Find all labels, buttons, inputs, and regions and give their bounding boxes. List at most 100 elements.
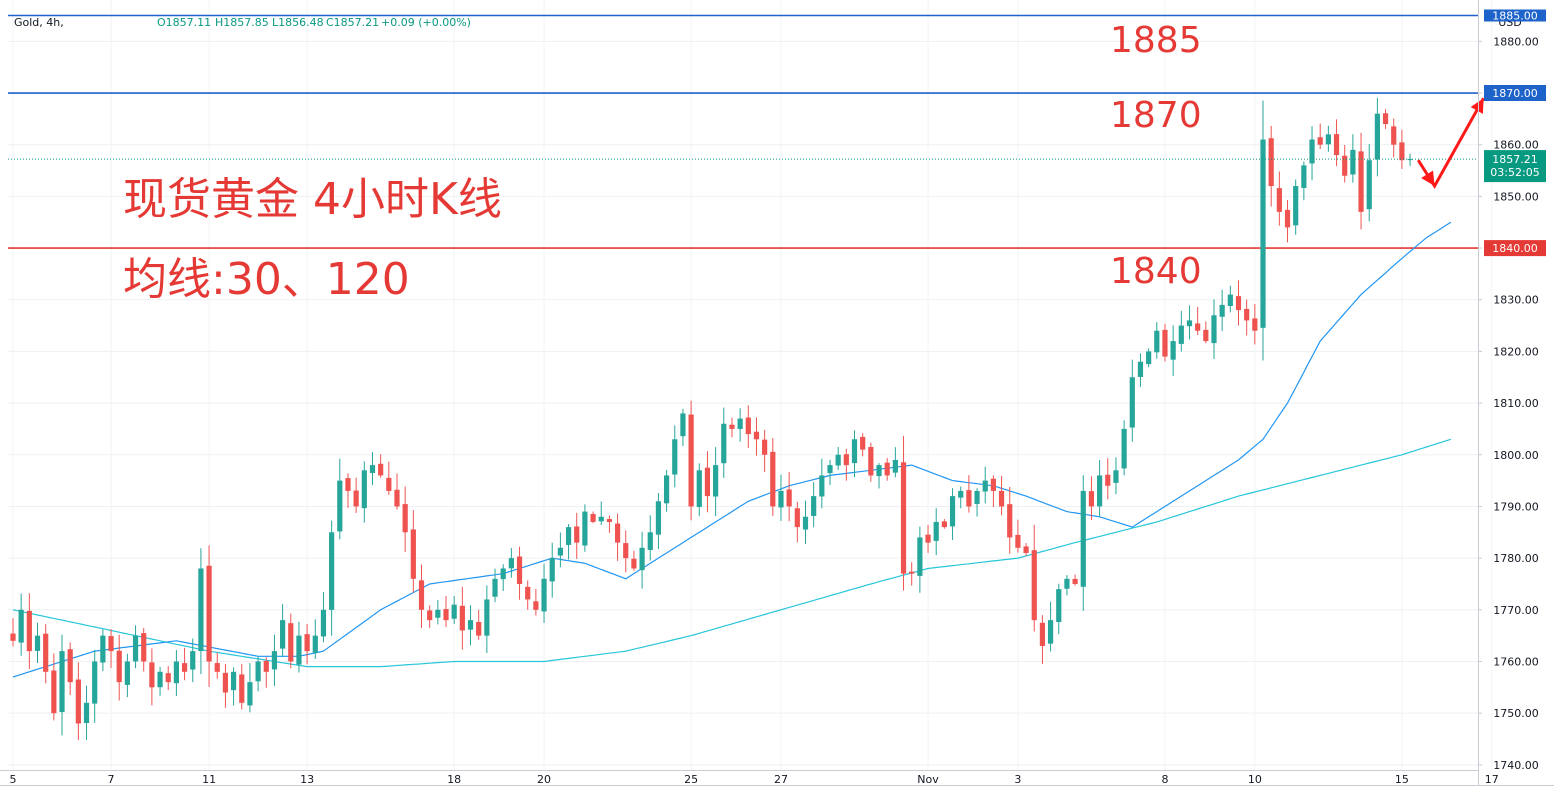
annotation-1885: 1885 — [1110, 20, 1202, 61]
candle — [467, 605, 474, 646]
annotation-ma-label: 均线:30、120 — [123, 254, 410, 305]
candle — [320, 591, 327, 643]
candle — [762, 429, 768, 472]
price-tick-label: 1860.00 — [1493, 139, 1539, 152]
candle — [721, 407, 727, 479]
price-badge-resistance: 1870.00 — [1484, 85, 1546, 101]
candle — [353, 477, 359, 513]
candle — [827, 459, 833, 485]
candle — [623, 530, 629, 573]
candle — [696, 463, 702, 517]
candle — [427, 605, 433, 628]
candle — [1047, 601, 1054, 652]
price-tick-label: 1740.00 — [1493, 759, 1539, 772]
candle — [394, 473, 400, 510]
candle — [1268, 126, 1274, 207]
time-tick-label: 27 — [774, 773, 788, 786]
price-tick-label: 1810.00 — [1493, 397, 1539, 410]
candle — [1382, 109, 1389, 129]
candle — [263, 657, 269, 688]
candle — [149, 648, 155, 706]
candle — [647, 515, 653, 561]
annotation-1840: 1840 — [1110, 251, 1202, 292]
candle — [1366, 144, 1372, 222]
time-tick-label: 11 — [202, 773, 216, 786]
candle — [329, 520, 335, 636]
candle — [1129, 359, 1135, 442]
candle — [778, 474, 784, 521]
candle — [1186, 305, 1193, 340]
candle — [181, 647, 188, 681]
legend-change: +0.09 (+0.00%) — [381, 16, 471, 29]
candle — [1097, 459, 1103, 518]
candle — [672, 425, 678, 488]
candles — [10, 97, 1413, 741]
price-tick-label: 1830.00 — [1493, 294, 1539, 307]
candle — [75, 662, 81, 741]
candle — [876, 463, 882, 489]
price-tick-label: 1780.00 — [1493, 552, 1539, 565]
candle — [1235, 280, 1242, 326]
legend-close: C1857.21 — [326, 16, 379, 29]
candle — [1301, 161, 1307, 201]
candle — [1170, 325, 1176, 376]
candle — [141, 627, 147, 672]
candle — [124, 653, 130, 698]
candle — [1358, 132, 1364, 230]
candle — [157, 666, 163, 696]
candle — [933, 508, 939, 556]
candle — [1039, 615, 1046, 665]
candle — [1219, 289, 1225, 332]
candle — [1227, 285, 1233, 313]
svg-text:1870.00: 1870.00 — [1492, 87, 1538, 100]
forecast-arrows — [1416, 97, 1485, 189]
candle — [361, 461, 367, 523]
candle — [1309, 126, 1315, 181]
legend-low: L1856.48 — [272, 16, 324, 29]
ma30-line — [12, 221, 1452, 678]
candle — [26, 593, 32, 669]
candle — [1154, 322, 1160, 359]
forecast-arrowhead-up — [1470, 98, 1484, 114]
candle — [484, 585, 490, 654]
candle — [884, 458, 890, 481]
candle — [92, 649, 98, 723]
candle — [811, 482, 817, 528]
candle — [443, 595, 449, 627]
candle — [230, 667, 237, 706]
candle — [860, 433, 866, 457]
candle — [410, 510, 416, 593]
candle — [10, 618, 16, 647]
candle — [1080, 475, 1086, 611]
candle — [476, 609, 482, 640]
annotation-1870: 1870 — [1110, 95, 1202, 136]
ma30-path — [12, 221, 1452, 678]
candle — [614, 513, 621, 561]
candle — [100, 629, 106, 672]
candle — [173, 649, 179, 696]
candle — [598, 501, 604, 525]
horizontal-levels — [8, 14, 1478, 249]
time-axis[interactable]: 5 7 11 13 18 20 25 27 Nov 3 8 10 15 17 — [0, 770, 1554, 787]
price-tick-label: 1820.00 — [1493, 345, 1539, 358]
price-tick-label: 1770.00 — [1493, 604, 1539, 617]
candle — [369, 451, 376, 486]
candle — [909, 562, 915, 586]
legend-high: H1857.85 — [215, 16, 269, 29]
candle — [1211, 299, 1217, 359]
candle — [1007, 486, 1013, 554]
candle — [378, 454, 384, 478]
time-tick-label: 18 — [447, 773, 461, 786]
ma120-path — [12, 438, 1452, 668]
time-tick-label: 17 — [1485, 773, 1499, 786]
candle — [1137, 353, 1144, 387]
candle — [1105, 458, 1111, 500]
candle — [574, 512, 580, 559]
price-tick-label: 1800.00 — [1493, 449, 1539, 462]
candle — [1146, 348, 1152, 368]
candle — [819, 458, 825, 509]
candle — [1260, 100, 1266, 361]
time-tick-label: 25 — [684, 773, 698, 786]
